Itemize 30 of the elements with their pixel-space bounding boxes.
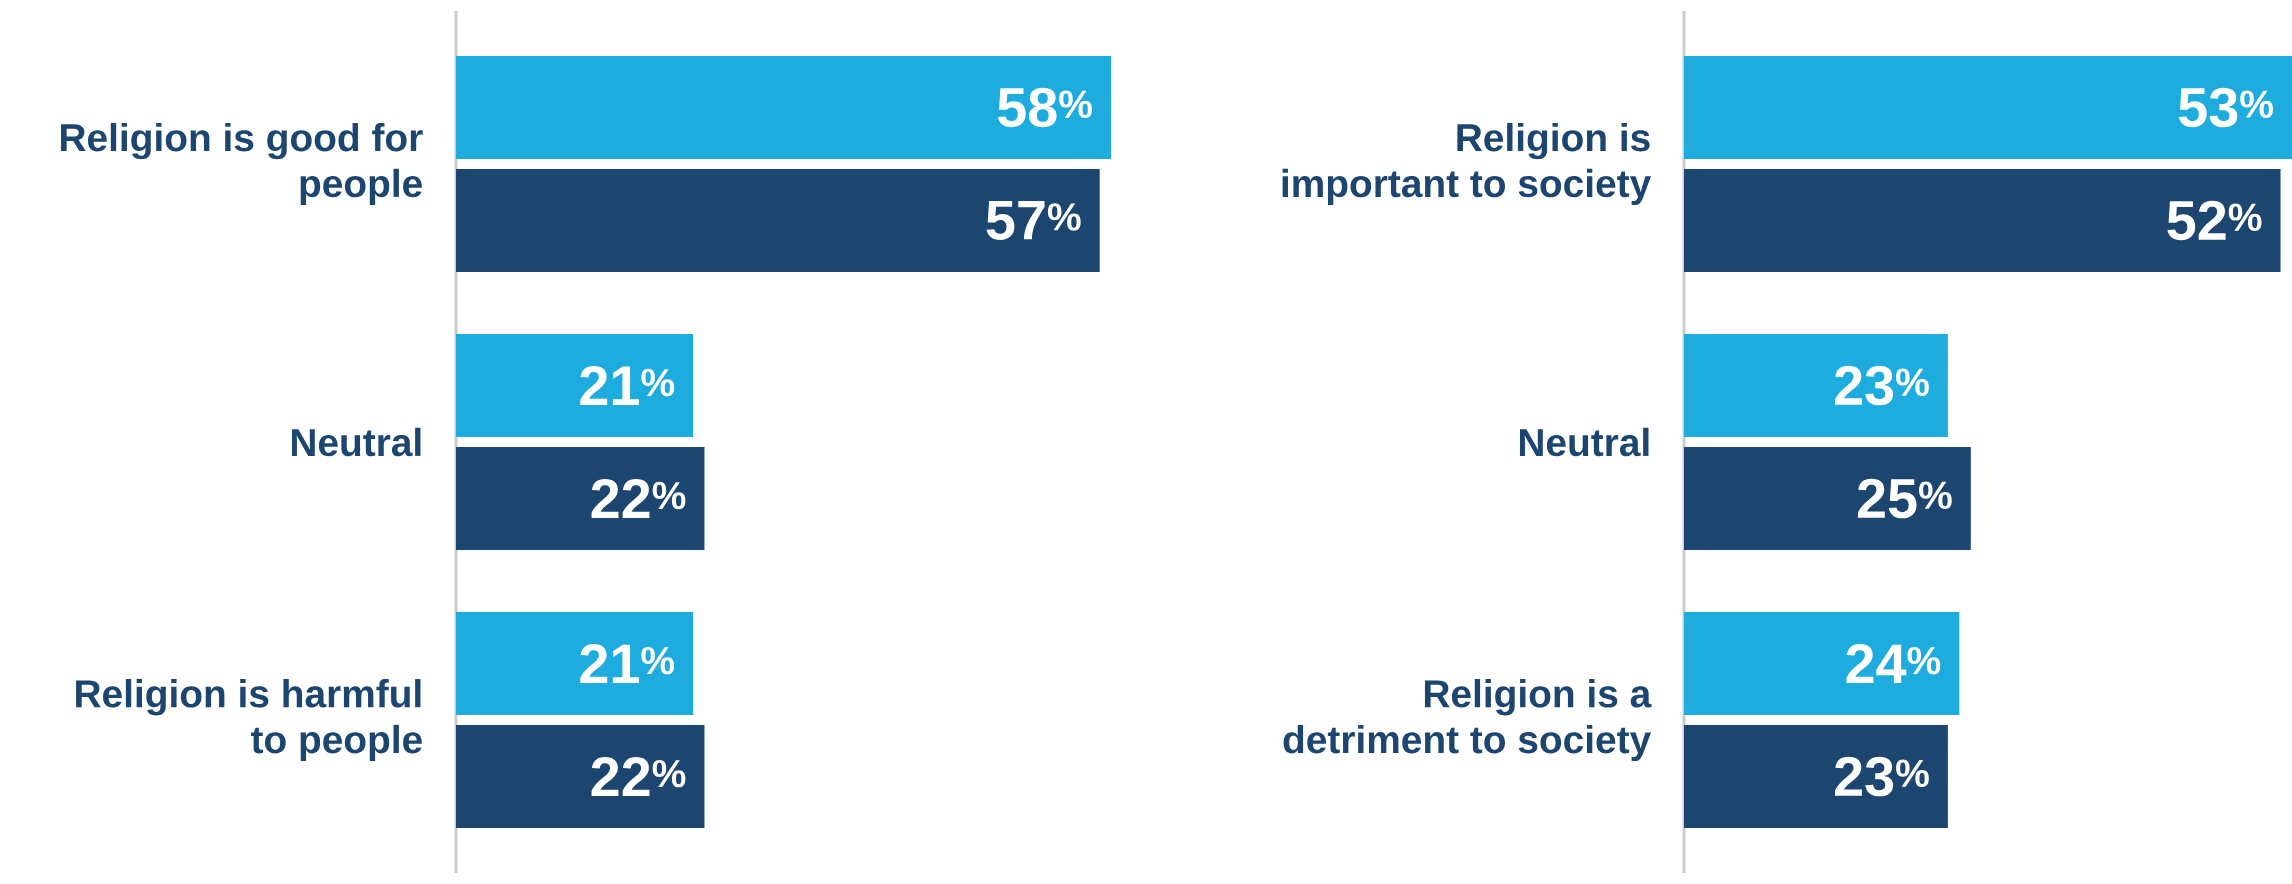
data-label: 23$^{%}$ — [1835, 756, 1929, 797]
data-label: 22$^{%}$ — [591, 757, 686, 797]
data-label: 58$^{%}$ — [997, 87, 1092, 128]
y-tick-label: Religion is a detriment to society — [1283, 679, 1652, 762]
data-label: 24$^{%}$ — [1846, 644, 1941, 684]
data-label: 57$^{%}$ — [986, 200, 1081, 240]
y-tick-label: Religion is important to society — [1282, 122, 1652, 205]
data-label: 21$^{%}$ — [580, 366, 675, 405]
bar — [1684, 612, 1960, 716]
bar — [456, 725, 705, 829]
bar — [1684, 334, 1948, 438]
y-tick-label: Neutral — [291, 427, 421, 457]
bar — [456, 447, 705, 551]
data-label: 22$^{%}$ — [591, 479, 686, 518]
bar — [456, 168, 1100, 272]
y-tick-label: Neutral — [1519, 427, 1649, 457]
bar — [1684, 168, 2281, 272]
bar — [456, 55, 1112, 159]
data-label: 52$^{%}$ — [2167, 200, 2262, 241]
bar — [1684, 725, 1948, 829]
bar — [1684, 55, 2292, 159]
y-tick-label: Religion is good for people — [61, 122, 423, 205]
data-label: 21$^{%}$ — [580, 644, 675, 684]
data-label: 25$^{%}$ — [1857, 478, 1952, 519]
bar — [456, 612, 694, 716]
bar — [1684, 447, 1971, 551]
data-label: 23$^{%}$ — [1835, 365, 1929, 406]
y-tick-label: Religion is harmful to people — [76, 679, 422, 762]
bar — [456, 334, 694, 438]
data-label: 53$^{%}$ — [2178, 87, 2273, 128]
